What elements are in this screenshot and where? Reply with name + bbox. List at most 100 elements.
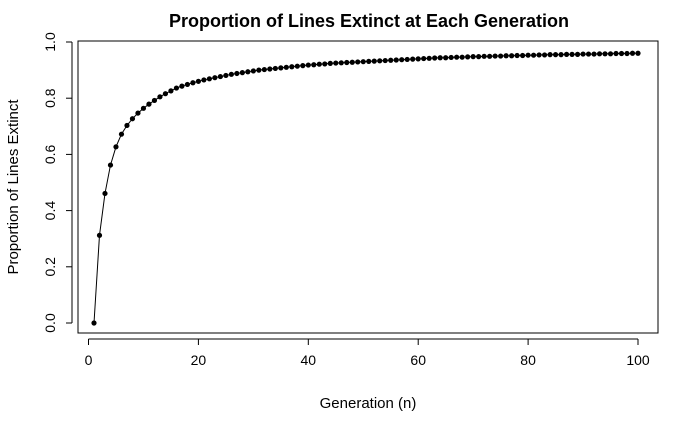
data-point	[558, 52, 564, 58]
data-point	[91, 320, 97, 326]
data-point	[509, 53, 515, 59]
data-point	[618, 50, 625, 57]
data-point	[162, 91, 169, 97]
data-point	[591, 51, 597, 57]
data-point	[432, 55, 438, 61]
data-point	[344, 59, 350, 66]
data-point	[261, 66, 267, 73]
data-point	[151, 97, 158, 104]
data-point	[498, 53, 504, 59]
data-point	[179, 83, 185, 89]
data-point	[355, 59, 361, 65]
x-tick-label: 40	[301, 352, 317, 368]
data-point	[124, 122, 130, 129]
data-point	[300, 63, 306, 69]
data-point	[476, 54, 482, 60]
data-point	[305, 62, 311, 68]
data-point	[250, 68, 256, 74]
data-point	[624, 50, 630, 57]
y-tick-label: 0.2	[42, 257, 58, 277]
data-point	[530, 52, 537, 58]
data-point	[146, 101, 152, 107]
data-point	[168, 88, 174, 94]
data-point	[574, 51, 581, 57]
data-point	[96, 232, 103, 238]
series-line	[93, 52, 638, 324]
data-point	[135, 110, 141, 116]
data-point	[470, 54, 476, 60]
data-point	[333, 60, 339, 66]
data-point	[366, 58, 372, 64]
plot-frame	[77, 40, 659, 334]
data-point	[525, 52, 531, 58]
data-point	[569, 51, 575, 57]
data-point	[223, 72, 229, 79]
data-point	[102, 190, 108, 197]
data-point	[492, 53, 498, 59]
data-point	[607, 51, 614, 57]
data-point	[289, 64, 295, 70]
data-point	[437, 55, 443, 61]
data-point	[596, 51, 603, 57]
data-point	[267, 66, 273, 72]
x-tick-label: 0	[85, 352, 93, 368]
x-axis-label: Generation (n)	[320, 395, 417, 412]
data-point	[503, 53, 509, 59]
data-point	[272, 65, 278, 72]
data-point	[239, 70, 245, 76]
series-points	[91, 50, 641, 326]
data-point	[547, 52, 553, 58]
data-point	[157, 94, 163, 100]
data-point	[410, 56, 416, 62]
data-point	[602, 51, 608, 57]
data-point	[327, 60, 333, 66]
data-point	[377, 58, 383, 64]
data-point	[426, 55, 432, 61]
data-point	[173, 85, 180, 91]
data-point	[283, 64, 289, 70]
data-point	[245, 69, 251, 75]
y-axis-label: Proportion of Lines Extinct	[5, 99, 22, 275]
x-tick-label: 60	[410, 352, 426, 368]
data-point	[613, 50, 619, 57]
data-point	[520, 52, 526, 59]
data-point	[311, 62, 317, 68]
data-point	[481, 53, 487, 59]
data-point	[393, 57, 399, 63]
data-point	[217, 73, 223, 80]
data-point	[206, 76, 212, 82]
data-point	[536, 52, 542, 58]
data-point	[629, 50, 636, 56]
data-point	[349, 59, 355, 65]
data-point	[459, 54, 465, 60]
data-point	[454, 54, 460, 60]
data-point	[563, 51, 570, 57]
chart-title: Proportion of Lines Extinct at Each Gene…	[169, 11, 569, 31]
data-point	[294, 63, 300, 69]
data-point	[399, 57, 405, 63]
data-point	[201, 77, 207, 83]
data-point	[190, 80, 196, 86]
data-point	[415, 56, 421, 62]
data-point	[552, 52, 559, 58]
x-tick-label: 80	[520, 352, 536, 368]
data-point	[443, 55, 449, 61]
data-point	[338, 60, 344, 66]
data-point	[278, 65, 284, 71]
data-point	[465, 54, 471, 60]
data-point	[421, 55, 427, 62]
data-point	[371, 58, 377, 64]
data-point	[118, 131, 125, 137]
y-tick-label: 0.8	[42, 88, 58, 108]
data-point	[448, 54, 454, 61]
data-point	[360, 59, 366, 65]
data-point	[129, 116, 136, 122]
data-point	[404, 56, 410, 63]
data-point	[382, 57, 388, 64]
y-axis: 0.0 0.2 0.4 0.6 0.8 1.0	[42, 32, 73, 333]
data-point	[228, 71, 234, 77]
data-point	[580, 51, 586, 57]
data-point	[234, 70, 240, 77]
y-tick-label: 0.4	[42, 201, 58, 221]
data-point	[541, 52, 548, 58]
